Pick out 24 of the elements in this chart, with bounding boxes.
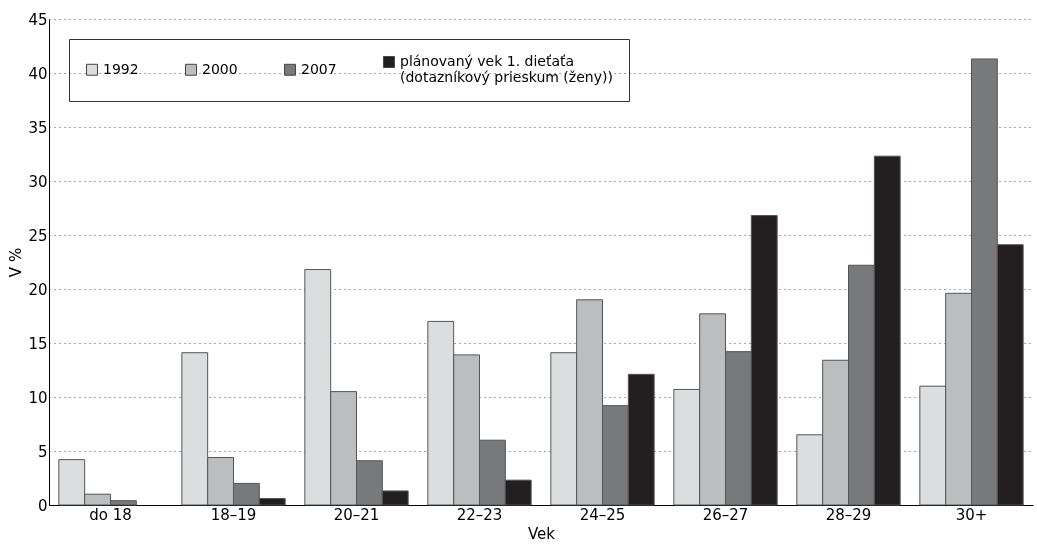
legend-label: 2007 [301, 60, 337, 77]
y-tick-label: 20 [28, 280, 48, 299]
x-tick-label: 20–21 [333, 505, 380, 524]
legend-label: 1992 [103, 60, 139, 77]
x-axis-title: Vek [527, 524, 556, 543]
x-tick-label: 28–29 [825, 505, 872, 524]
y-tick-label: 0 [37, 496, 48, 515]
y-tick-label: 5 [37, 442, 48, 461]
x-tick-label: 24–25 [579, 505, 626, 524]
x-tick-label: 30+ [955, 505, 988, 524]
y-axis-title: V % [7, 247, 26, 278]
x-tick-label: 18–19 [210, 505, 257, 524]
legend-label: plánovaný vek 1. dieťaťa (dotazníkový prieskum (ženy)) [400, 53, 613, 85]
y-tick-label: 25 [28, 226, 48, 245]
legend-label: 2000 [202, 60, 238, 77]
y-tick-label: 15 [28, 334, 48, 353]
y-tick-label: 35 [28, 118, 48, 137]
y-tick-label: 45 [28, 10, 48, 29]
y-tick-label: 40 [28, 64, 48, 83]
y-tick-label: 10 [28, 388, 48, 407]
y-tick-label: 30 [28, 172, 48, 191]
x-tick-label: 26–27 [702, 505, 749, 524]
x-tick-label: do 18 [89, 505, 132, 524]
x-tick-label: 22–23 [456, 505, 503, 524]
